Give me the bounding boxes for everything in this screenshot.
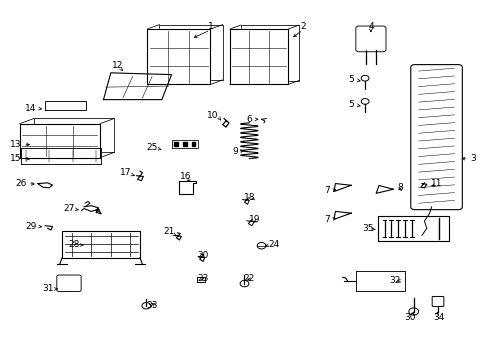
Text: 11: 11: [430, 179, 442, 188]
Text: 35: 35: [362, 224, 373, 233]
Text: 34: 34: [432, 313, 444, 322]
FancyBboxPatch shape: [431, 296, 443, 306]
Text: 26: 26: [15, 179, 26, 188]
Polygon shape: [174, 142, 178, 146]
Text: 3: 3: [469, 154, 475, 163]
Text: 23: 23: [197, 274, 208, 283]
Text: 25: 25: [146, 143, 158, 152]
Text: 6: 6: [246, 115, 252, 124]
Text: 14: 14: [25, 104, 36, 113]
Text: 16: 16: [180, 172, 191, 181]
Polygon shape: [191, 142, 195, 146]
Polygon shape: [59, 276, 79, 290]
Polygon shape: [103, 73, 171, 100]
Polygon shape: [20, 124, 100, 158]
Text: 13: 13: [10, 140, 21, 149]
Text: 9: 9: [231, 147, 237, 156]
Polygon shape: [147, 29, 210, 85]
FancyBboxPatch shape: [410, 64, 461, 210]
Polygon shape: [197, 277, 204, 282]
Text: 28: 28: [68, 240, 80, 249]
Text: 19: 19: [248, 215, 260, 224]
Text: 24: 24: [267, 240, 279, 249]
Text: 1: 1: [207, 22, 213, 31]
Text: 7: 7: [324, 215, 329, 224]
Text: 33: 33: [146, 301, 158, 310]
Polygon shape: [183, 142, 186, 146]
Polygon shape: [333, 211, 350, 219]
Text: 2: 2: [300, 22, 305, 31]
Text: 8: 8: [396, 183, 402, 192]
Text: 22: 22: [243, 274, 254, 283]
Polygon shape: [62, 231, 140, 258]
Text: 12: 12: [112, 61, 123, 70]
Text: 31: 31: [42, 284, 53, 293]
Polygon shape: [377, 216, 448, 241]
Text: 5: 5: [348, 76, 354, 85]
Text: 27: 27: [63, 204, 75, 213]
Polygon shape: [229, 29, 287, 85]
Text: 7: 7: [324, 186, 329, 195]
Polygon shape: [45, 102, 86, 111]
Text: 20: 20: [197, 251, 208, 260]
Polygon shape: [375, 185, 392, 193]
Polygon shape: [333, 184, 350, 192]
Text: 15: 15: [10, 154, 21, 163]
Polygon shape: [358, 28, 382, 50]
Polygon shape: [21, 148, 101, 164]
Text: 21: 21: [163, 227, 175, 236]
Text: 5: 5: [348, 100, 354, 109]
Polygon shape: [179, 181, 196, 194]
Text: 29: 29: [25, 222, 36, 231]
Text: 17: 17: [120, 168, 131, 177]
Polygon shape: [171, 140, 198, 148]
Text: 4: 4: [367, 22, 373, 31]
Text: 18: 18: [243, 193, 255, 202]
Text: 10: 10: [207, 111, 218, 120]
Text: 32: 32: [389, 275, 400, 284]
Polygon shape: [356, 271, 404, 291]
Text: 30: 30: [403, 313, 415, 322]
